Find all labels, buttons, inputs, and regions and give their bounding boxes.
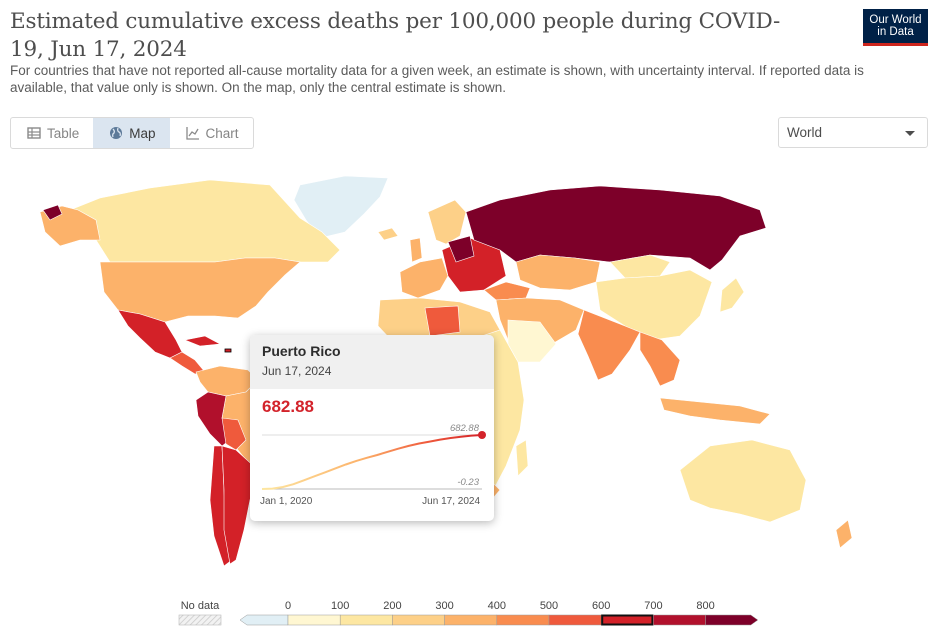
country-libya[interactable] bbox=[424, 305, 461, 337]
legend-no-data-label: No data bbox=[181, 600, 220, 612]
sparkline-end-dot bbox=[478, 431, 486, 439]
tab-map-label: Map bbox=[129, 125, 156, 141]
country-india[interactable] bbox=[577, 309, 641, 381]
legend-bin-highlight bbox=[601, 614, 654, 626]
legend-tick-0: 0 bbox=[285, 600, 291, 612]
country-new-zealand[interactable] bbox=[835, 519, 853, 549]
legend-tick-labels: 0 100 200 300 400 500 600 700 800 bbox=[285, 600, 715, 612]
chart-title: Estimated cumulative excess deaths per 1… bbox=[10, 9, 781, 62]
legend-tick-100: 100 bbox=[331, 600, 349, 612]
country-australia[interactable] bbox=[679, 439, 807, 523]
tooltip-sparkline: 682.88 -0.23 Jan 1, 2020 Jun 17, 2024 bbox=[260, 423, 486, 507]
tab-chart-label: Chart bbox=[205, 125, 239, 141]
region-western-europe[interactable] bbox=[399, 257, 449, 299]
tooltip-header: Puerto Rico Jun 17, 2024 bbox=[250, 335, 494, 389]
logo-line-1: Our World bbox=[869, 14, 922, 26]
region-scandinavia[interactable] bbox=[427, 199, 467, 245]
globe-icon bbox=[110, 127, 123, 139]
map-legend: No data 0 100 200 300 400 500 600 700 800 bbox=[178, 600, 759, 626]
line-chart-icon bbox=[185, 127, 199, 140]
legend-bin-1 bbox=[287, 614, 341, 626]
country-bolivia[interactable] bbox=[221, 417, 247, 451]
country-iceland[interactable] bbox=[377, 227, 399, 241]
legend-tick-400: 400 bbox=[488, 600, 506, 612]
legend-color-bins bbox=[239, 614, 759, 626]
tab-map[interactable]: Map bbox=[93, 118, 170, 148]
country-tooltip: Puerto Rico Jun 17, 2024 682.88 682.88 -… bbox=[250, 335, 494, 521]
region-select-value: World bbox=[787, 125, 823, 140]
country-mongolia[interactable] bbox=[609, 254, 671, 279]
tab-table[interactable]: Table bbox=[11, 118, 93, 148]
sparkline-min-label: -0.23 bbox=[457, 477, 479, 488]
country-canada[interactable] bbox=[69, 179, 341, 263]
tooltip-value: 682.88 bbox=[262, 397, 314, 416]
chevron-down-icon bbox=[905, 131, 915, 136]
tooltip-country-name: Puerto Rico bbox=[262, 343, 341, 359]
legend-tick-500: 500 bbox=[540, 600, 558, 612]
sparkline-end-label: Jun 17, 2024 bbox=[422, 496, 480, 507]
logo-line-2: in Data bbox=[877, 26, 914, 38]
country-japan[interactable] bbox=[719, 277, 745, 313]
country-turkey[interactable] bbox=[483, 281, 531, 301]
country-greenland[interactable] bbox=[293, 175, 389, 239]
legend-bin-5 bbox=[496, 614, 550, 626]
region-central-america[interactable] bbox=[169, 351, 206, 375]
country-argentina[interactable] bbox=[221, 445, 259, 565]
country-madagascar[interactable] bbox=[515, 439, 529, 477]
legend-tick-200: 200 bbox=[383, 600, 401, 612]
legend-no-data-swatch bbox=[178, 614, 222, 626]
owid-logo[interactable]: Our World in Data bbox=[863, 9, 928, 46]
legend-tick-600: 600 bbox=[592, 600, 610, 612]
region-belarus-poland[interactable] bbox=[447, 235, 475, 263]
country-kazakhstan[interactable] bbox=[515, 254, 601, 291]
view-tabs: Table Map Chart bbox=[10, 117, 254, 149]
tab-chart[interactable]: Chart bbox=[170, 118, 253, 148]
country-uk[interactable] bbox=[409, 237, 423, 263]
legend-bin-9 bbox=[705, 614, 759, 626]
chart-subtitle: For countries that have not reported all… bbox=[10, 63, 864, 95]
sparkline-series-line bbox=[261, 434, 483, 490]
sparkline-start-label: Jan 1, 2020 bbox=[260, 496, 313, 507]
table-icon bbox=[27, 127, 41, 139]
region-dark-alaska-tip[interactable] bbox=[42, 204, 63, 221]
legend-tick-700: 700 bbox=[644, 600, 662, 612]
legend-tick-300: 300 bbox=[435, 600, 453, 612]
country-indonesia[interactable] bbox=[659, 397, 771, 425]
tooltip-date: Jun 17, 2024 bbox=[262, 364, 332, 378]
legend-bin-6 bbox=[548, 614, 602, 626]
sparkline-max-label: 682.88 bbox=[450, 423, 480, 434]
legend-bin-2 bbox=[339, 614, 393, 626]
legend-bin-below-zero bbox=[239, 614, 289, 626]
legend-tick-800: 800 bbox=[696, 600, 714, 612]
country-cuba[interactable] bbox=[183, 335, 222, 347]
legend-bin-3 bbox=[392, 614, 445, 626]
legend-bin-8 bbox=[653, 614, 706, 626]
country-russia[interactable] bbox=[465, 185, 767, 271]
region-select[interactable]: World bbox=[778, 117, 928, 148]
tab-table-label: Table bbox=[47, 125, 80, 141]
country-puerto-rico[interactable] bbox=[224, 348, 232, 353]
country-china[interactable] bbox=[595, 269, 713, 341]
region-southeast-asia[interactable] bbox=[639, 331, 681, 387]
legend-bin-4 bbox=[444, 614, 498, 626]
